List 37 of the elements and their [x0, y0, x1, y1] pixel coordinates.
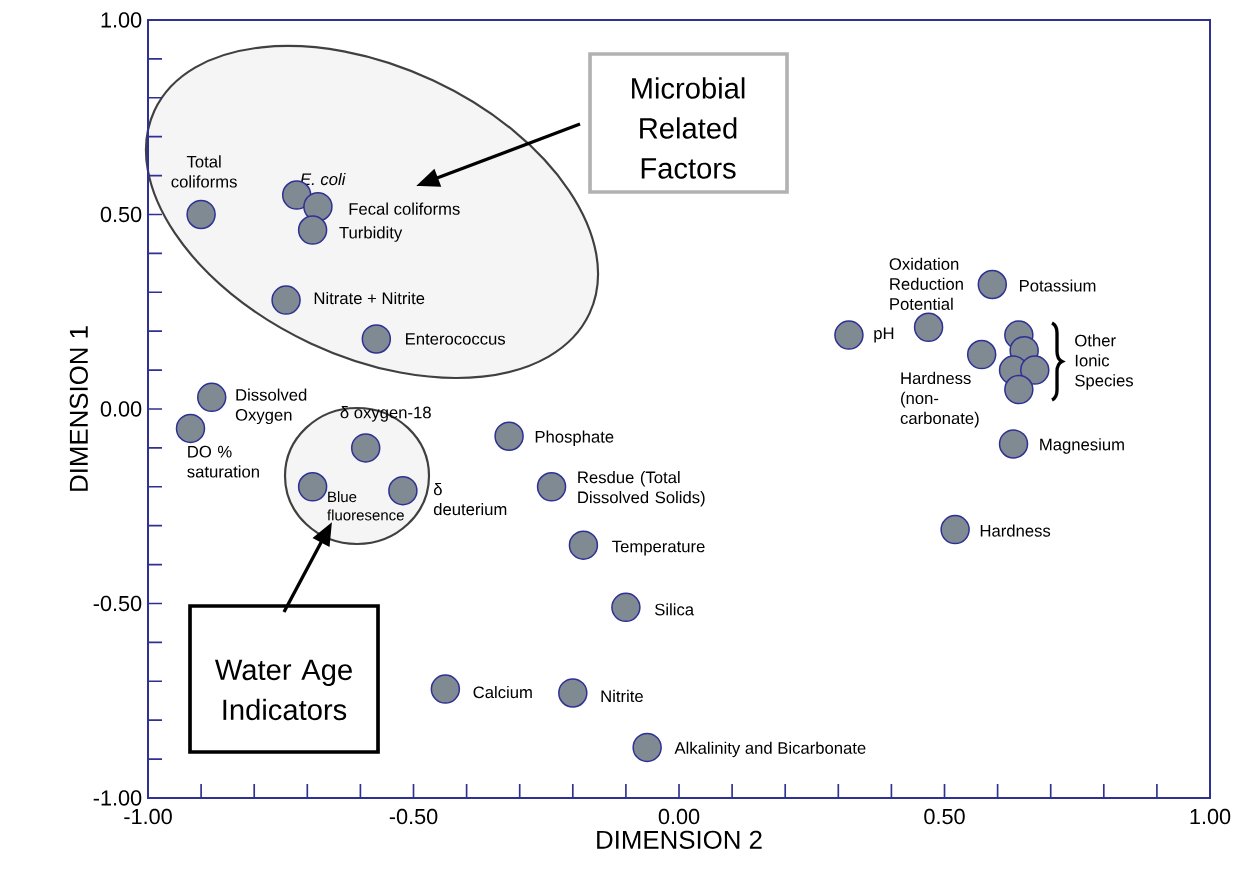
x-tick-label: 0.00	[658, 808, 700, 825]
x-tick-label: -0.50	[389, 808, 438, 825]
annotation: Nitrite	[601, 689, 643, 703]
annotation: Blue fluoresence	[327, 491, 404, 521]
y-tick-label: -0.50	[93, 595, 142, 612]
annotation: Calcium	[473, 685, 532, 699]
annotation: Turbidity	[339, 226, 403, 242]
annotation: Alkalinity and Bicarbonate	[674, 741, 866, 758]
annotation: Resdue (Total Dissolved Solids)	[578, 471, 705, 507]
annotation: Magnesium	[1040, 438, 1124, 454]
x-tick-label: 1.00	[1190, 808, 1231, 825]
y-tick-label: 1.00	[101, 12, 142, 28]
annotation: Hardness	[980, 524, 1051, 537]
annotation: Dissolved Oxygen	[235, 388, 307, 425]
annotation: Silica	[655, 603, 695, 616]
annotation: Hardness (non-carbonate)	[900, 371, 979, 428]
y-axis-title: DIMENSION 1	[69, 326, 88, 491]
annotation: Nitrate + Nitrite	[314, 291, 425, 305]
annotation: Water Age Indicators	[214, 659, 352, 721]
annotation: Temperature	[612, 540, 705, 556]
annotation: Oxidation Reduction Potential	[889, 257, 963, 310]
annotation: Potassium	[1019, 279, 1096, 292]
annotation: pH	[874, 327, 894, 343]
x-tick-label: 0.50	[924, 808, 965, 825]
annotation: Phosphate	[535, 430, 614, 446]
x-axis-title: DIMENSION 2	[597, 830, 762, 849]
annotation: Fecal coliforms	[349, 202, 460, 215]
annotation: Microbial Related Factors	[632, 77, 745, 179]
x-tick-label: -1.00	[124, 808, 172, 825]
y-tick-label: -1.00	[93, 790, 142, 806]
annotation: DO % saturation	[187, 445, 259, 478]
annotation: Enterococcus	[406, 333, 506, 345]
y-tick-label: 0.00	[100, 401, 142, 417]
annotation: Total coliforms	[171, 155, 237, 188]
y-tick-label: 0.50	[100, 206, 142, 223]
annotation: δ deuterium	[433, 483, 507, 516]
annotation: Other Ionic Species	[1075, 334, 1134, 390]
